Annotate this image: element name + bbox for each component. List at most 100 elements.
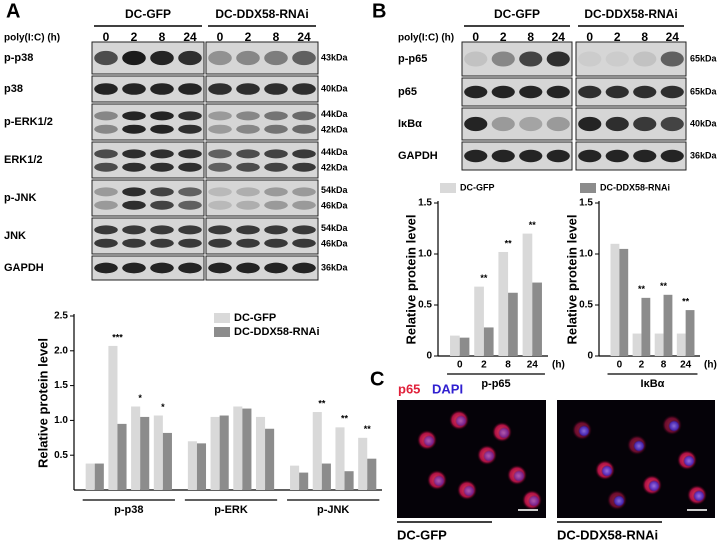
protein-label: p-JNK bbox=[4, 192, 36, 204]
blot-band bbox=[94, 262, 118, 274]
y-tick-label: 1.5 bbox=[54, 380, 68, 391]
blot-band bbox=[236, 262, 260, 274]
blot-band bbox=[264, 200, 288, 210]
blot-band bbox=[546, 51, 570, 67]
group-label: DC-DDX58-RNAi bbox=[584, 7, 677, 21]
blot-band bbox=[208, 149, 232, 159]
significance: ** bbox=[529, 220, 537, 230]
bar bbox=[498, 251, 509, 356]
blot-band bbox=[208, 187, 232, 197]
blot-band bbox=[178, 238, 202, 248]
blot-band bbox=[292, 238, 316, 248]
bar bbox=[210, 416, 220, 490]
blot-band bbox=[578, 51, 602, 67]
blot-band bbox=[150, 111, 174, 121]
blot-band bbox=[122, 50, 146, 66]
blot-band bbox=[464, 51, 488, 67]
bar bbox=[108, 345, 118, 490]
blot-strip bbox=[205, 141, 319, 179]
significance: * bbox=[138, 393, 142, 403]
bar bbox=[162, 432, 172, 490]
x-tick-label: 0 bbox=[457, 360, 463, 371]
blot-band bbox=[292, 225, 316, 235]
blot-band bbox=[122, 187, 146, 197]
bar bbox=[522, 233, 533, 356]
cell-dapi bbox=[693, 490, 705, 502]
treatment-label: poly(I:C) (h) bbox=[4, 33, 60, 44]
timepoint-label: 8 bbox=[273, 30, 280, 44]
kda-label: 42kDa bbox=[321, 124, 349, 134]
legend-label: DC-GFP bbox=[460, 182, 495, 192]
blot-band bbox=[292, 83, 316, 95]
y-axis-label: Relative protein level bbox=[35, 338, 50, 468]
blot-band bbox=[94, 225, 118, 235]
blot-band bbox=[660, 149, 684, 163]
protein-label: p-p65 bbox=[398, 53, 427, 65]
protein-label: ERK1/2 bbox=[4, 154, 43, 166]
bar bbox=[663, 294, 673, 356]
blot-strip bbox=[205, 179, 319, 217]
blot-band bbox=[264, 149, 288, 159]
x-tick-label: 0 bbox=[617, 360, 623, 371]
blot-band bbox=[178, 149, 202, 159]
protein-label: p-p38 bbox=[4, 52, 33, 64]
cell-dapi bbox=[683, 455, 695, 467]
bar bbox=[367, 458, 377, 490]
timepoint-label: 2 bbox=[500, 30, 507, 44]
blot-band bbox=[491, 51, 515, 67]
blot-band bbox=[491, 116, 515, 132]
blot-band bbox=[660, 116, 684, 132]
blot-band bbox=[208, 262, 232, 274]
bar bbox=[255, 416, 266, 490]
blot-band bbox=[546, 116, 570, 132]
y-tick-label: 2.0 bbox=[54, 345, 68, 356]
blot-band bbox=[292, 50, 316, 66]
blot-band bbox=[150, 162, 174, 172]
legend-swatch bbox=[214, 313, 230, 323]
cell-dapi bbox=[648, 480, 660, 492]
timepoint-label: 2 bbox=[245, 30, 252, 44]
y-tick-label: 1.5 bbox=[579, 198, 593, 209]
blot-band bbox=[150, 83, 174, 95]
blot-band bbox=[264, 111, 288, 121]
stain-label: DAPI bbox=[432, 381, 463, 396]
bar bbox=[219, 415, 229, 490]
blot-band bbox=[519, 51, 543, 67]
blot-band bbox=[236, 124, 260, 134]
legend-label: DC-DDX58-RNAi bbox=[600, 182, 670, 192]
blot-band bbox=[519, 149, 543, 163]
blot-band bbox=[264, 83, 288, 95]
cell-dapi bbox=[613, 495, 625, 507]
blot-band bbox=[208, 50, 232, 66]
blot-band bbox=[236, 238, 260, 248]
bar bbox=[632, 333, 642, 356]
blot-band bbox=[292, 162, 316, 172]
cell-dapi bbox=[433, 475, 445, 487]
timepoint-label: 0 bbox=[217, 30, 224, 44]
blot-band bbox=[178, 50, 202, 66]
bar bbox=[483, 327, 494, 356]
protein-label: JNK bbox=[4, 230, 26, 242]
group-label: DC-GFP bbox=[494, 7, 540, 21]
blot-band bbox=[208, 200, 232, 210]
blot-band bbox=[578, 85, 602, 99]
bar bbox=[474, 286, 484, 356]
bar bbox=[532, 282, 542, 356]
blot-band bbox=[660, 51, 684, 67]
blot-band bbox=[208, 225, 232, 235]
significance: ** bbox=[318, 398, 326, 408]
image-label: DC-DDX58-RNAi bbox=[557, 527, 658, 542]
blot-band bbox=[94, 162, 118, 172]
blot-band bbox=[633, 85, 657, 99]
x-tick-label: 8 bbox=[505, 360, 511, 371]
panel-letter: B bbox=[372, 0, 386, 22]
kda-label: 36kDa bbox=[321, 262, 349, 272]
bar bbox=[335, 427, 345, 490]
bar bbox=[265, 428, 275, 490]
group-label: IκBα bbox=[641, 378, 665, 390]
blot-band bbox=[264, 225, 288, 235]
blot-band bbox=[122, 124, 146, 134]
kda-label: 46kDa bbox=[321, 200, 349, 210]
y-tick-label: 0 bbox=[426, 351, 432, 362]
